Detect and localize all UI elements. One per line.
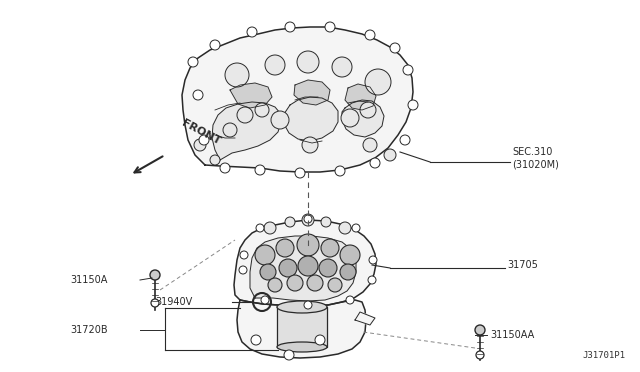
Circle shape [307, 275, 323, 291]
Circle shape [251, 335, 261, 345]
Circle shape [193, 90, 203, 100]
Polygon shape [250, 236, 356, 301]
Polygon shape [212, 102, 281, 160]
Circle shape [188, 57, 198, 67]
Polygon shape [237, 300, 366, 358]
Text: FRONT: FRONT [180, 118, 222, 147]
Circle shape [369, 256, 377, 264]
Circle shape [194, 139, 206, 151]
Circle shape [403, 65, 413, 75]
Circle shape [150, 270, 160, 280]
Text: 31150A: 31150A [70, 275, 108, 285]
Circle shape [297, 51, 319, 73]
Circle shape [237, 107, 253, 123]
Circle shape [268, 278, 282, 292]
Text: J31701P1: J31701P1 [582, 351, 625, 360]
Polygon shape [230, 83, 272, 108]
Circle shape [285, 217, 295, 227]
Polygon shape [355, 312, 375, 325]
Circle shape [255, 165, 265, 175]
Text: 31150AA: 31150AA [490, 330, 534, 340]
Polygon shape [277, 307, 327, 347]
Circle shape [240, 251, 248, 259]
Circle shape [304, 215, 312, 223]
Circle shape [328, 278, 342, 292]
Circle shape [340, 245, 360, 265]
Circle shape [363, 138, 377, 152]
Circle shape [384, 149, 396, 161]
Circle shape [151, 299, 159, 307]
Circle shape [340, 264, 356, 280]
Circle shape [279, 259, 297, 277]
Circle shape [360, 102, 376, 118]
Text: 31940V: 31940V [155, 297, 192, 307]
Circle shape [408, 100, 418, 110]
Circle shape [210, 155, 220, 165]
Polygon shape [284, 97, 338, 141]
Polygon shape [294, 80, 330, 105]
Polygon shape [234, 220, 376, 306]
Circle shape [295, 168, 305, 178]
Circle shape [220, 163, 230, 173]
Circle shape [341, 109, 359, 127]
Circle shape [400, 135, 410, 145]
Circle shape [255, 103, 269, 117]
Circle shape [261, 296, 269, 304]
Circle shape [284, 350, 294, 360]
Circle shape [223, 123, 237, 137]
Circle shape [285, 22, 295, 32]
Circle shape [476, 351, 484, 359]
Circle shape [256, 224, 264, 232]
Circle shape [287, 275, 303, 291]
Circle shape [475, 325, 485, 335]
Circle shape [298, 256, 318, 276]
Circle shape [325, 22, 335, 32]
Circle shape [260, 264, 276, 280]
Polygon shape [342, 100, 384, 137]
Circle shape [335, 166, 345, 176]
Circle shape [247, 27, 257, 37]
Circle shape [370, 158, 380, 168]
Text: 31720B: 31720B [70, 325, 108, 335]
Circle shape [302, 214, 314, 226]
Circle shape [302, 137, 318, 153]
Polygon shape [345, 84, 376, 110]
Circle shape [276, 239, 294, 257]
Polygon shape [182, 27, 413, 172]
Circle shape [271, 111, 289, 129]
Circle shape [321, 217, 331, 227]
Circle shape [321, 239, 339, 257]
Circle shape [239, 266, 247, 274]
Circle shape [199, 135, 209, 145]
Circle shape [304, 301, 312, 309]
Text: 31705: 31705 [507, 260, 538, 270]
Circle shape [225, 63, 249, 87]
Circle shape [352, 224, 360, 232]
Circle shape [297, 234, 319, 256]
Circle shape [365, 30, 375, 40]
Circle shape [390, 43, 400, 53]
Circle shape [315, 335, 325, 345]
Circle shape [210, 40, 220, 50]
Circle shape [346, 296, 354, 304]
Circle shape [264, 222, 276, 234]
Circle shape [332, 57, 352, 77]
Circle shape [265, 55, 285, 75]
Ellipse shape [277, 342, 327, 352]
Text: SEC.310
(31020M): SEC.310 (31020M) [512, 147, 559, 169]
Circle shape [365, 69, 391, 95]
Circle shape [255, 245, 275, 265]
Circle shape [368, 276, 376, 284]
Circle shape [339, 222, 351, 234]
Circle shape [319, 259, 337, 277]
Ellipse shape [277, 301, 327, 313]
